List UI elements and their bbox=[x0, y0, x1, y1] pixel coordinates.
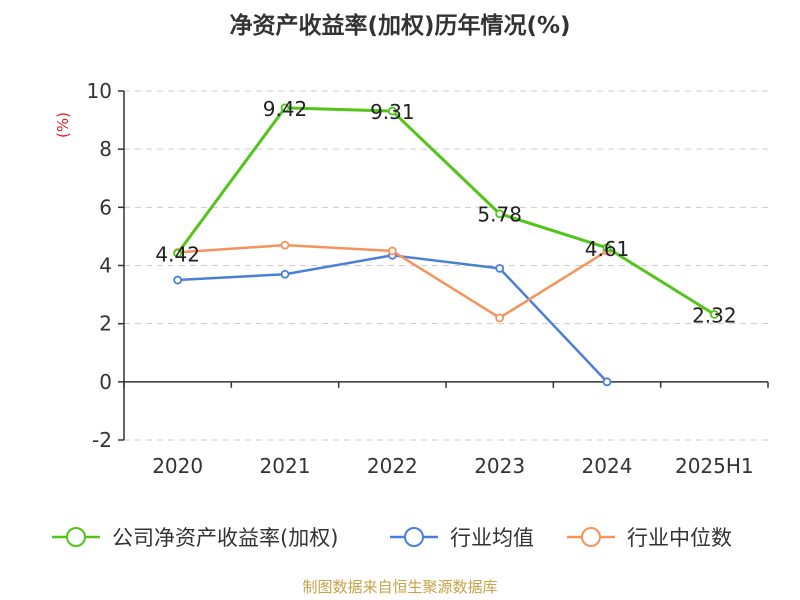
series-layer bbox=[173, 103, 719, 387]
series-line bbox=[176, 106, 716, 316]
legend-marker bbox=[581, 527, 601, 547]
data-point[interactable] bbox=[280, 269, 290, 279]
data-point[interactable] bbox=[709, 309, 719, 319]
data-label: 5.78 bbox=[477, 203, 522, 227]
data-point[interactable] bbox=[495, 209, 505, 219]
series-2 bbox=[173, 240, 612, 323]
legend-item-0[interactable]: 公司净资产收益率(加权) bbox=[52, 526, 338, 550]
data-label: 4.42 bbox=[155, 242, 200, 266]
legend: 公司净资产收益率(加权) 行业均值 行业中位数 bbox=[52, 526, 732, 550]
data-label: 2.32 bbox=[692, 303, 737, 327]
chart-title: 净资产收益率(加权)历年情况(%) bbox=[229, 12, 570, 39]
legend-marker bbox=[404, 527, 424, 547]
axis-layer: -2 0 2 4 6 8 10 2020 2021 2022 2023 2024 2025H1 bbox=[87, 79, 769, 478]
data-point[interactable] bbox=[495, 264, 505, 273]
data-point[interactable] bbox=[173, 248, 183, 258]
data-point[interactable] bbox=[280, 103, 290, 113]
x-tick-label: 2021 bbox=[260, 454, 311, 478]
x-tick-label: 2024 bbox=[582, 454, 633, 478]
x-tick-label: 2025H1 bbox=[675, 454, 754, 478]
data-point[interactable] bbox=[387, 246, 397, 256]
y-tick-label: 6 bbox=[99, 195, 112, 219]
data-point[interactable] bbox=[602, 243, 612, 253]
x-tick-label: 2023 bbox=[474, 454, 525, 478]
data-point[interactable] bbox=[280, 240, 290, 250]
x-tick-label: 2020 bbox=[152, 454, 203, 478]
legend-marker bbox=[66, 527, 86, 547]
legend-label: 行业中位数 bbox=[627, 526, 732, 550]
data-label: 4.61 bbox=[585, 237, 630, 261]
y-tick-label: 4 bbox=[99, 254, 112, 278]
legend-item-1[interactable]: 行业均值 bbox=[390, 526, 534, 550]
data-label: 9.42 bbox=[263, 97, 308, 121]
y-tick-label: -2 bbox=[92, 428, 112, 452]
legend-label: 公司净资产收益率(加权) bbox=[112, 526, 338, 550]
data-label-layer: 4.42 9.42 9.31 5.78 4.61 2.32 bbox=[155, 97, 736, 327]
data-point[interactable] bbox=[602, 377, 612, 387]
legend-item-2[interactable]: 行业中位数 bbox=[567, 526, 732, 550]
series-1 bbox=[173, 250, 612, 387]
y-tick-label: 0 bbox=[99, 370, 112, 394]
x-tick-label: 2022 bbox=[367, 454, 418, 478]
series-0 bbox=[173, 103, 719, 319]
data-label: 9.31 bbox=[370, 100, 415, 124]
series-line bbox=[177, 254, 608, 383]
data-source-note: 制图数据来自恒生聚源数据库 bbox=[302, 578, 497, 596]
y-tick-label: 2 bbox=[99, 312, 112, 336]
data-point[interactable] bbox=[173, 275, 183, 285]
legend-label: 行业均值 bbox=[450, 526, 534, 550]
data-point[interactable] bbox=[495, 313, 505, 323]
data-point[interactable] bbox=[387, 106, 397, 116]
y-axis-unit-label: (%) bbox=[54, 112, 72, 138]
y-tick-label: 10 bbox=[87, 79, 112, 103]
y-tick-label: 8 bbox=[99, 137, 112, 161]
grid-layer bbox=[124, 90, 768, 441]
